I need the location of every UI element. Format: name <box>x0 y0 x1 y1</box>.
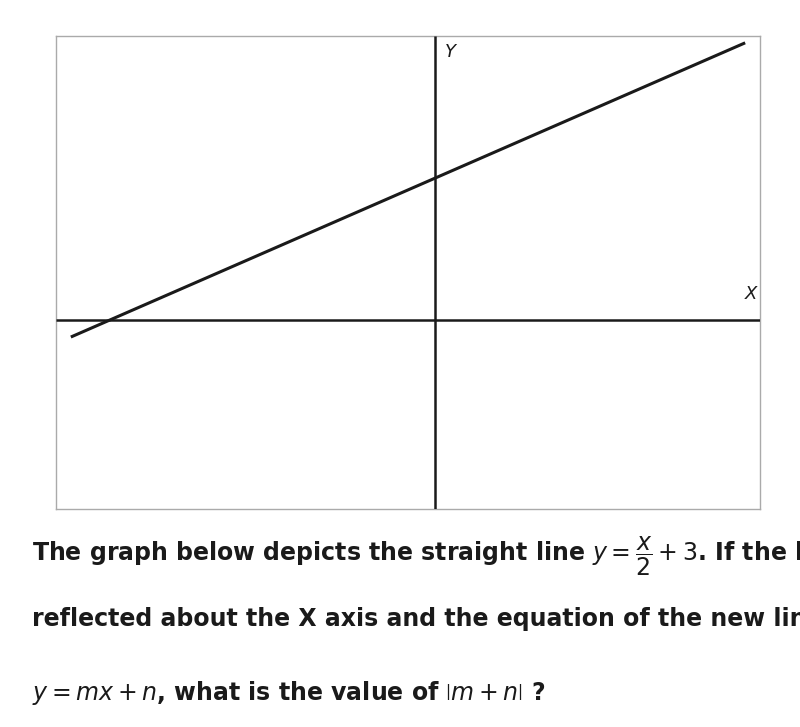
Text: The graph below depicts the straight line $y = \dfrac{x}{2} + 3$. If the line is: The graph below depicts the straight lin… <box>32 535 800 579</box>
Text: X: X <box>745 285 758 303</box>
Text: reflected about the X axis and the equation of the new lines is: reflected about the X axis and the equat… <box>32 607 800 631</box>
Text: Y: Y <box>445 44 456 62</box>
Text: $y = mx + n$, what is the value of $\left|m + n\right|$ ?: $y = mx + n$, what is the value of $\lef… <box>32 679 546 707</box>
